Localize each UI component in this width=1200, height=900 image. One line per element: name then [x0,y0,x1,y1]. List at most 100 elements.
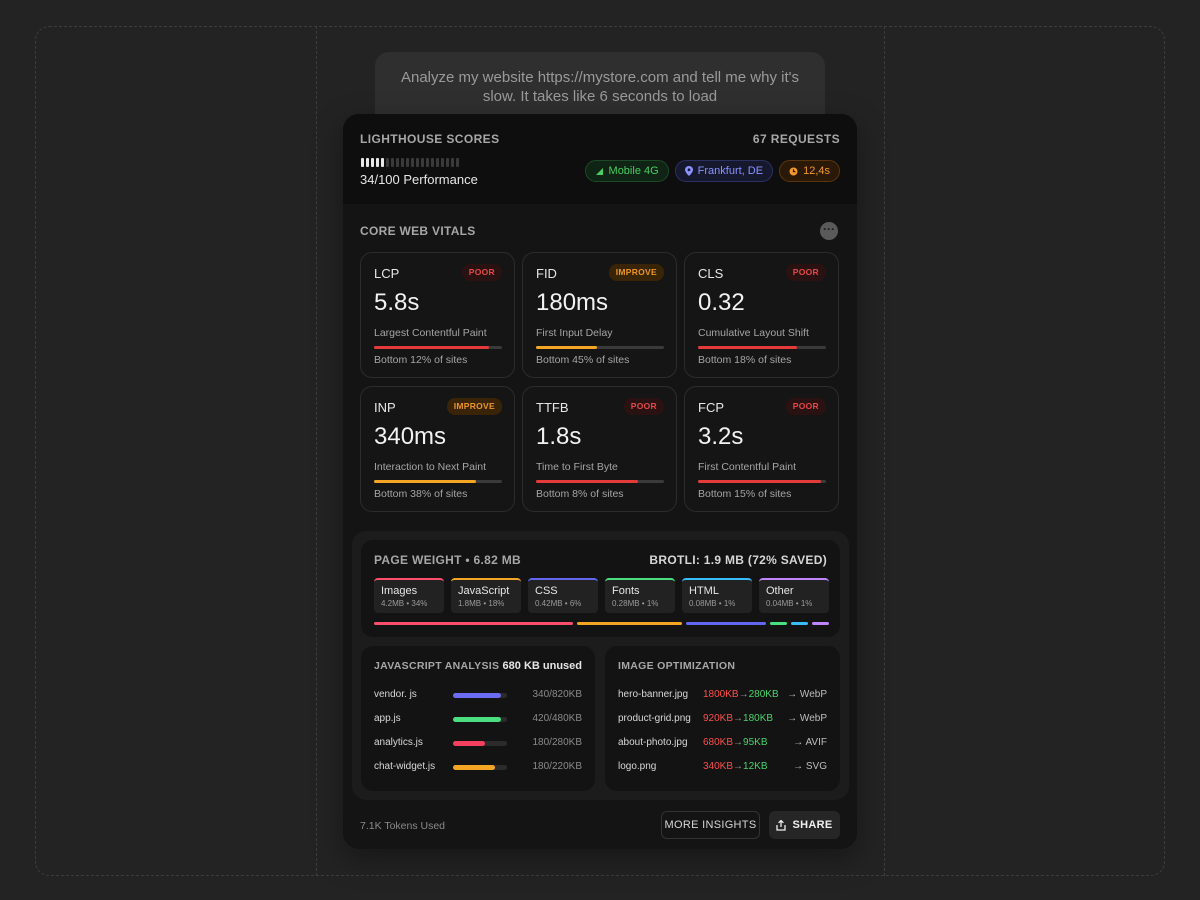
arrow-icon: → [733,737,744,748]
weight-bar-segment [791,622,808,625]
js-usage-fill [453,717,501,722]
vital-description: Time to First Byte [536,461,618,473]
vital-percentile: Bottom 18% of sites [698,354,792,366]
image-row[interactable]: product-grid.png 920KB→180KB → WebP [618,713,827,727]
weight-bar-segment [686,622,766,625]
vitals-grid: LCP POOR 5.8s Largest Contentful Paint Botto… [360,252,839,512]
vital-value: 5.8s [374,289,420,316]
vital-card-lcp[interactable]: LCP POOR 5.8s Largest Contentful Paint Botto… [360,252,515,378]
vital-progress-track [698,480,826,483]
js-file-row[interactable]: app.js 420/480KB [374,713,582,727]
vital-percentile: Bottom 12% of sites [374,354,468,366]
performance-tick [446,158,449,167]
js-usage-fill [453,693,501,698]
vital-value: 3.2s [698,423,744,450]
status-badge: POOR [785,398,826,415]
performance-tick [416,158,419,167]
image-row[interactable]: hero-banner.jpg 1800KB→280KB → WebP [618,689,827,703]
weight-item-name: HTML [689,585,719,597]
vital-description: Cumulative Layout Shift [698,327,809,339]
performance-tick [421,158,424,167]
weight-item-javascript[interactable]: JavaScript 1.8MB • 18% [451,578,521,613]
arrow-icon: → [733,761,744,772]
vital-card-ttfb[interactable]: TTFB POOR 1.8s Time to First Byte Bottom 8% … [522,386,677,512]
js-usage-fill [453,765,495,770]
resource-analysis-section: PAGE WEIGHT • 6.82 MB BROTLI: 1.9 MB (72… [352,531,849,800]
location-pill[interactable]: Frankfurt, DE [674,160,774,182]
vital-card-inp[interactable]: INP IMPROVE 340ms Interaction to Next Paint… [360,386,515,512]
weight-item-css[interactable]: CSS 0.42MB • 6% [528,578,598,613]
arrow-icon: → [733,713,744,724]
performance-tick [366,158,369,167]
image-row[interactable]: about-photo.jpg 680KB→95KB → AVIF [618,737,827,751]
image-optimized-size: 180KB [743,713,774,724]
vital-card-fcp[interactable]: FCP POOR 3.2s First Contentful Paint Bottom … [684,386,839,512]
brotli-savings: BROTLI: 1.9 MB (72% SAVED) [649,553,827,567]
image-opt-title: IMAGE OPTIMIZATION [618,660,736,672]
performance-tick [391,158,394,167]
js-file-size: 180/280KB [532,737,583,748]
image-target-format: → AVIF [793,737,827,748]
vital-progress-track [536,346,664,349]
image-file-name: about-photo.jpg [618,737,688,748]
performance-tick [376,158,379,167]
performance-tick [441,158,444,167]
vital-card-cls[interactable]: CLS POOR 0.32 Cumulative Layout Shift Bottom… [684,252,839,378]
image-optimized-size: 12KB [743,761,768,772]
performance-tick [386,158,389,167]
weight-bar-segment [374,622,573,625]
image-row[interactable]: logo.png 340KB→12KB → SVG [618,761,827,775]
vital-description: Largest Contentful Paint [374,327,487,339]
weight-item-size: 0.04MB • 1% [766,599,813,608]
vital-progress-fill [374,346,490,349]
vital-progress-fill [698,346,797,349]
weight-bar-segment [812,622,829,625]
js-file-name: app.js [374,713,401,724]
js-file-row[interactable]: analytics.js 180/280KB [374,737,582,751]
vital-name: FCP [698,400,724,415]
status-badge: POOR [461,264,502,281]
vital-percentile: Bottom 38% of sites [374,488,468,500]
weight-item-other[interactable]: Other 0.04MB • 1% [759,578,829,613]
more-insights-button[interactable]: MORE INSIGHTS [661,811,760,839]
weight-item-size: 4.2MB • 34% [381,599,428,608]
js-usage-fill [453,741,486,746]
network-label: Mobile 4G [608,165,659,177]
share-button[interactable]: SHARE [769,811,840,839]
performance-tick [396,158,399,167]
more-dots-icon[interactable]: ··· [820,222,838,240]
vital-progress-track [698,346,826,349]
network-pill[interactable]: Mobile 4G [584,160,669,182]
weight-item-size: 1.8MB • 18% [458,599,505,608]
js-file-name: analytics.js [374,737,423,748]
js-file-row[interactable]: vendor. js 340/820KB [374,689,582,703]
status-badge: POOR [623,398,664,415]
weight-item-name: Fonts [612,585,640,597]
image-size-change: 1800KB→280KB [703,689,779,700]
guide-line-right [884,26,885,876]
vital-card-fid[interactable]: FID IMPROVE 180ms First Input Delay Bottom 4… [522,252,677,378]
page-weight-panel: PAGE WEIGHT • 6.82 MB BROTLI: 1.9 MB (72… [361,540,840,637]
image-original-size: 1800KB [703,689,739,700]
weight-item-name: Other [766,585,794,597]
vital-percentile: Bottom 15% of sites [698,488,792,500]
vital-progress-track [374,346,502,349]
js-file-size: 180/220KB [532,761,583,772]
vital-name: INP [374,400,396,415]
weight-item-fonts[interactable]: Fonts 0.28MB • 1% [605,578,675,613]
js-usage-track [453,765,507,770]
weight-breakdown: Images 4.2MB • 34% JavaScript 1.8MB • 18% CS… [374,578,829,613]
performance-tick [371,158,374,167]
weight-item-html[interactable]: HTML 0.08MB • 1% [682,578,752,613]
performance-tick [426,158,429,167]
js-file-row[interactable]: chat-widget.js 180/220KB [374,761,582,775]
javascript-analysis-panel: JAVASCRIPT ANALYSIS 680 KB unused vendor… [361,646,595,791]
lighthouse-report-card: LIGHTHOUSE SCORES 67 REQUESTS 34/100 Per… [343,114,857,849]
weight-item-images[interactable]: Images 4.2MB • 34% [374,578,444,613]
performance-tick [431,158,434,167]
load-time-pill[interactable]: 12,4s [779,160,840,182]
weight-item-size: 0.42MB • 6% [535,599,582,608]
page-weight-title: PAGE WEIGHT • 6.82 MB [374,553,521,567]
weight-bar-segment [577,622,682,625]
signal-icon [595,167,603,175]
